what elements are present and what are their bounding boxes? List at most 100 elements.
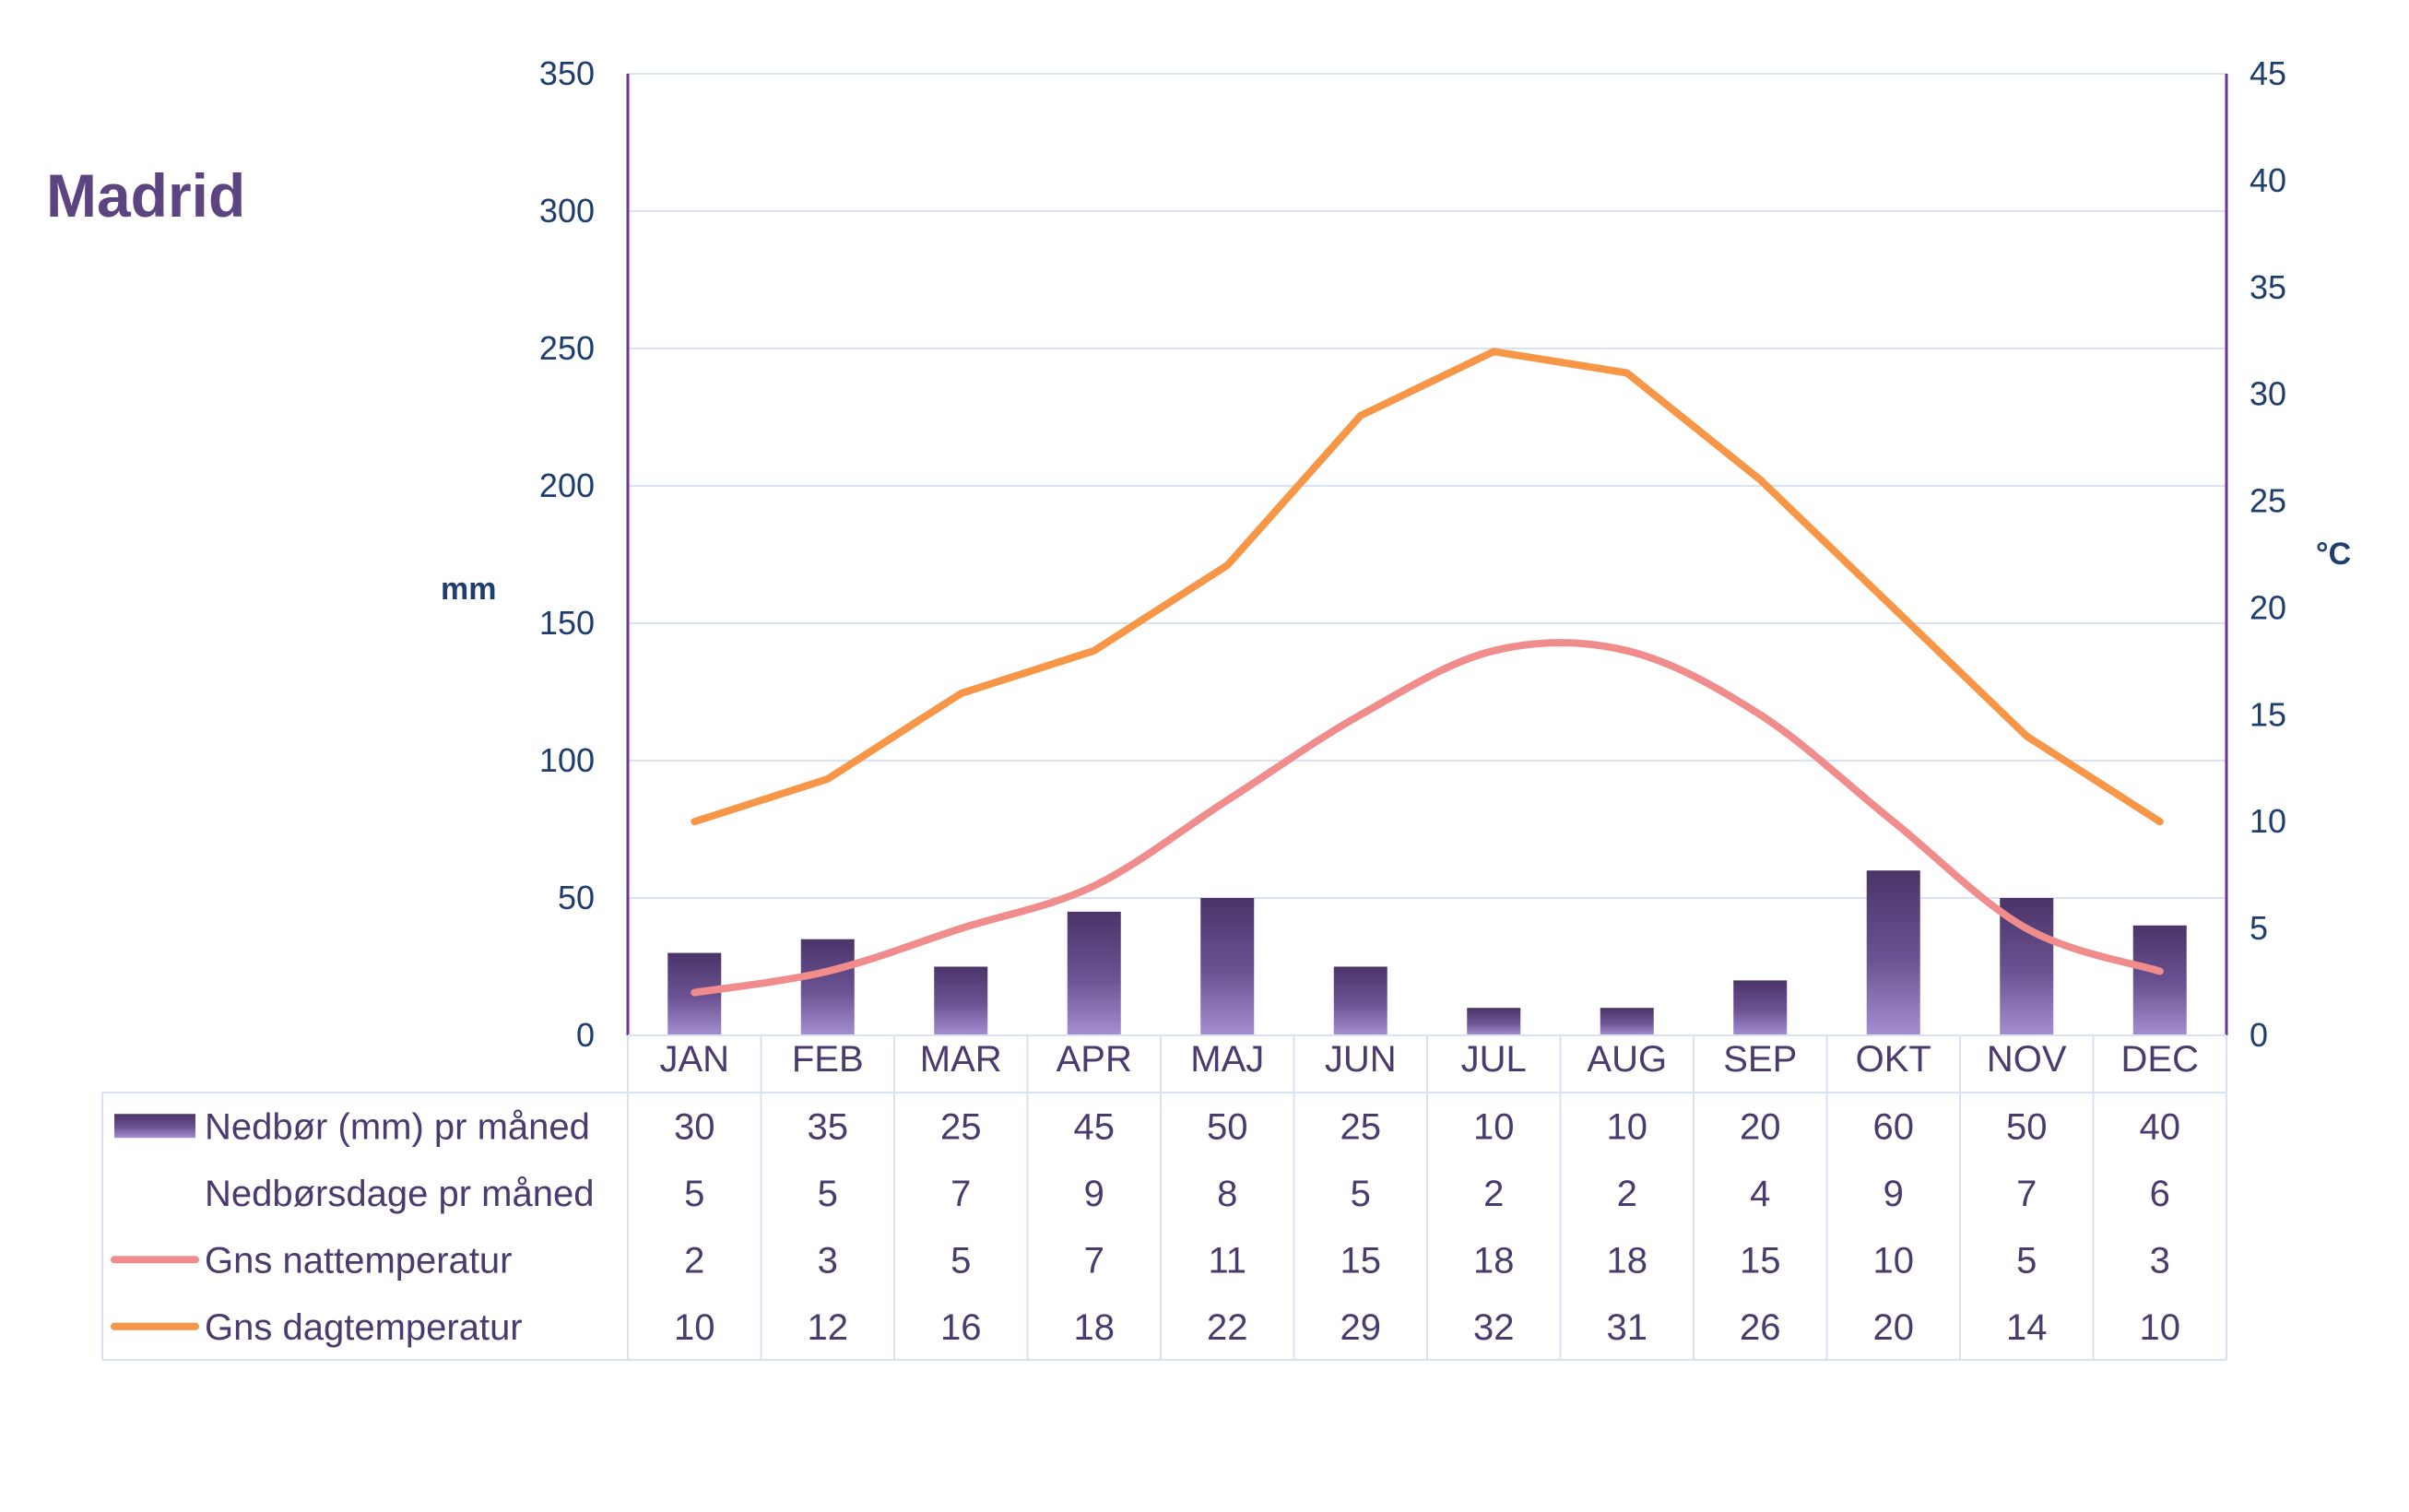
table-row-label: Nedbør (mm) pr måned bbox=[205, 1106, 590, 1147]
table-cell: 10 bbox=[1873, 1240, 1915, 1281]
table-cell: 9 bbox=[1084, 1174, 1104, 1214]
table-cell: 18 bbox=[1607, 1240, 1648, 1281]
table-cell: 3 bbox=[2150, 1240, 2170, 1281]
day-temperature-line bbox=[691, 348, 2164, 826]
left-tick-label: 50 bbox=[558, 879, 595, 916]
left-tick-label: 100 bbox=[539, 741, 595, 779]
bar bbox=[2132, 925, 2187, 1035]
table-cell: 5 bbox=[2016, 1240, 2037, 1281]
table-cell: 8 bbox=[1217, 1174, 1237, 1214]
table-row-label: Gns nattemperatur bbox=[205, 1240, 513, 1281]
table-cell: 5 bbox=[951, 1240, 971, 1281]
left-tick-label: 250 bbox=[539, 329, 595, 367]
category-label: SEP bbox=[1723, 1039, 1797, 1080]
left-tick-label: 350 bbox=[539, 54, 595, 92]
left-tick-label: 150 bbox=[539, 604, 595, 642]
category-label: JAN bbox=[659, 1039, 729, 1080]
table-cell: 18 bbox=[1473, 1240, 1515, 1281]
table-cell: 10 bbox=[1607, 1106, 1648, 1147]
right-tick-label: 10 bbox=[2250, 802, 2286, 840]
table-cell: 3 bbox=[818, 1240, 838, 1281]
table-cell: 5 bbox=[1351, 1174, 1371, 1214]
table-cell: 4 bbox=[1750, 1174, 1770, 1214]
right-tick-label: 25 bbox=[2250, 482, 2286, 520]
table-cell: 10 bbox=[674, 1307, 715, 1348]
table-cell: 10 bbox=[1473, 1106, 1515, 1147]
table-cell: 60 bbox=[1873, 1106, 1915, 1147]
category-label: MAJ bbox=[1190, 1039, 1264, 1080]
table-cell: 31 bbox=[1607, 1307, 1648, 1348]
table-cell: 5 bbox=[684, 1174, 704, 1214]
category-label: OKT bbox=[1856, 1039, 1931, 1080]
table-row-label: Gns dagtemperatur bbox=[205, 1307, 523, 1348]
left-tick-label: 200 bbox=[539, 467, 595, 504]
right-tick-label: 0 bbox=[2250, 1016, 2268, 1054]
table-cell: 45 bbox=[1074, 1106, 1116, 1147]
table-cell: 15 bbox=[1740, 1240, 1781, 1281]
right-tick-label: 45 bbox=[2250, 54, 2286, 92]
category-label: APR bbox=[1057, 1039, 1132, 1080]
table-cell: 5 bbox=[818, 1174, 838, 1214]
bar bbox=[1200, 898, 1255, 1035]
table-cell: 25 bbox=[940, 1106, 982, 1147]
table-cell: 32 bbox=[1473, 1307, 1515, 1348]
table-cell: 50 bbox=[2006, 1106, 2048, 1147]
table-cell: 26 bbox=[1740, 1307, 1781, 1348]
table-cell: 25 bbox=[1340, 1106, 1382, 1147]
bar bbox=[1333, 966, 1388, 1035]
bar bbox=[1067, 911, 1121, 1035]
category-label: AUG bbox=[1587, 1039, 1667, 1080]
bar bbox=[1733, 980, 1788, 1035]
category-label: DEC bbox=[2121, 1039, 2199, 1080]
table-cell: 2 bbox=[684, 1240, 704, 1281]
table-cell: 18 bbox=[1074, 1307, 1116, 1348]
chart-title: Madrid bbox=[46, 161, 245, 230]
table-cell: 7 bbox=[2016, 1174, 2037, 1214]
night-temperature-line bbox=[691, 639, 2164, 997]
table-cell: 11 bbox=[1208, 1240, 1246, 1281]
table-cell: 16 bbox=[940, 1307, 982, 1348]
precipitation-bars bbox=[667, 870, 2187, 1035]
right-tick-label: 15 bbox=[2250, 695, 2286, 733]
right-axis-unit: °C bbox=[2316, 537, 2351, 572]
bar bbox=[1600, 1008, 1654, 1035]
table-cell: 9 bbox=[1884, 1174, 1904, 1214]
bar bbox=[1467, 1008, 1521, 1035]
data-table: JAN FEB MAR APR MAJ JUN JUL AUG SEP OKT NOV DEC Nedb… bbox=[101, 1035, 2227, 1361]
left-tick-label: 300 bbox=[539, 192, 595, 230]
table-cell: 6 bbox=[2150, 1174, 2170, 1214]
table-cell: 40 bbox=[2140, 1106, 2181, 1147]
table-cell: 20 bbox=[1740, 1106, 1781, 1147]
right-tick-label: 30 bbox=[2250, 375, 2286, 413]
legend-key-bar bbox=[114, 1114, 195, 1139]
right-tick-label: 20 bbox=[2250, 588, 2286, 626]
bar bbox=[1866, 870, 1920, 1035]
table-cell: 2 bbox=[1617, 1174, 1637, 1214]
table-cell: 15 bbox=[1340, 1240, 1382, 1281]
bar bbox=[934, 966, 988, 1035]
bar bbox=[800, 939, 855, 1035]
category-label: NOV bbox=[1987, 1039, 2067, 1080]
table-cell: 7 bbox=[1084, 1240, 1104, 1281]
table-cell: 30 bbox=[674, 1106, 715, 1147]
category-label: FEB bbox=[792, 1039, 864, 1080]
left-axis-unit: mm bbox=[441, 572, 496, 607]
table-cell: 10 bbox=[2140, 1307, 2181, 1348]
right-tick-label: 40 bbox=[2250, 161, 2286, 199]
table-cell: 20 bbox=[1873, 1307, 1915, 1348]
category-label: JUN bbox=[1325, 1039, 1397, 1080]
table-cell: 22 bbox=[1207, 1307, 1248, 1348]
table-cell: 35 bbox=[808, 1106, 849, 1147]
temperature-lines bbox=[691, 348, 2164, 997]
table-cell: 7 bbox=[951, 1174, 971, 1214]
left-tick-label: 0 bbox=[576, 1016, 595, 1054]
gridlines bbox=[628, 73, 2226, 899]
table-cell: 14 bbox=[2006, 1307, 2048, 1348]
right-tick-label: 5 bbox=[2250, 909, 2268, 947]
table-cell: 29 bbox=[1340, 1307, 1382, 1348]
table-cell: 12 bbox=[808, 1307, 849, 1348]
category-label: JUL bbox=[1461, 1039, 1527, 1080]
table-cell: 50 bbox=[1207, 1106, 1248, 1147]
right-tick-label: 35 bbox=[2250, 268, 2286, 306]
